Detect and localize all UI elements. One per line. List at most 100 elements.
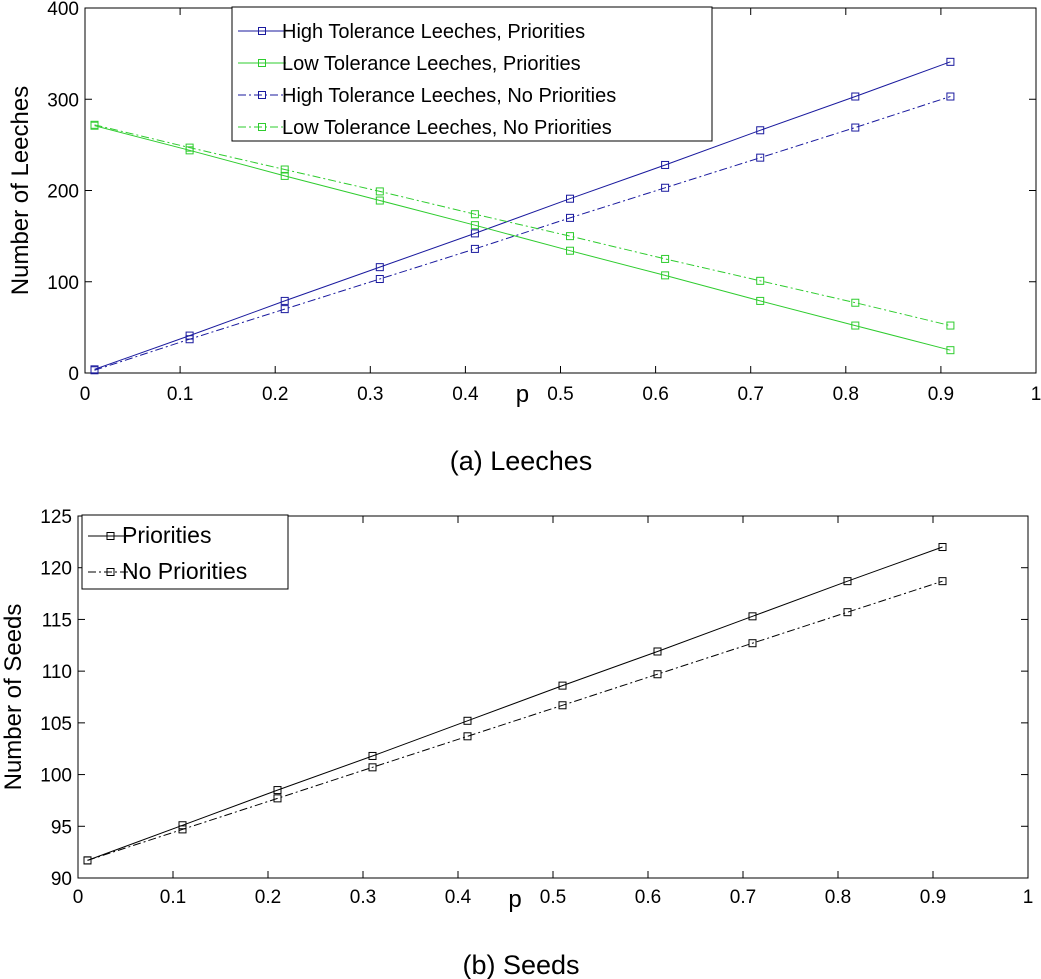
y-tick-label: 105: [40, 714, 72, 735]
x-tick-label: 0.1: [167, 384, 193, 405]
legend-box: [81, 514, 289, 590]
x-tick-label: 0.9: [928, 384, 954, 405]
data-point: [748, 612, 757, 621]
data-point: [566, 232, 575, 241]
y-tick-label: 400: [47, 0, 79, 20]
data-point: [375, 275, 384, 284]
y-tick-label: 95: [51, 817, 72, 838]
x-tick-label: 0.4: [445, 887, 472, 908]
data-point: [661, 183, 670, 192]
x-tick-label: 0.3: [350, 887, 376, 908]
y-tick-label: 100: [47, 273, 79, 294]
data-point: [273, 794, 282, 803]
x-tick-label: 0.5: [547, 384, 573, 405]
data-point: [938, 577, 947, 586]
x-tick-label: 0: [80, 384, 91, 405]
chart-caption: (b) Seeds: [462, 950, 579, 979]
x-tick-label: 0.4: [452, 384, 479, 405]
legend-entry: Low Tolerance Leeches, Priorities: [282, 53, 581, 75]
data-point: [280, 171, 289, 180]
legend-entry: High Tolerance Leeches, Priorities: [282, 21, 585, 43]
x-tick-label: 0.8: [825, 887, 851, 908]
data-point: [375, 263, 384, 272]
data-point: [748, 639, 757, 648]
y-tick-label: 125: [40, 507, 72, 528]
data-point: [375, 187, 384, 196]
series-2: [90, 92, 955, 375]
x-tick-label: 0.3: [357, 384, 383, 405]
legend-marker: [106, 532, 115, 540]
x-tick-label: 0.9: [920, 887, 946, 908]
chart-panel-seeds: 0 0.1 0.2 0.3 0.4 0.5 0.6 0.7 0.8 0.9 1 90 95 100 105 1…: [0, 507, 1033, 979]
series-0: [90, 57, 955, 374]
data-point: [463, 716, 472, 725]
series-1: [90, 121, 955, 355]
data-point: [756, 153, 765, 162]
x-tick-label: 0.6: [642, 384, 668, 405]
data-point: [851, 321, 860, 330]
chart-panel-leeches: 0 0.1 0.2 0.3 0.4 0.5 0.6 0.7 0.8 0.9 1 0 100 200 300 4…: [7, 0, 1041, 476]
legend-marker: [258, 27, 266, 35]
x-tick-label: 0.6: [635, 887, 661, 908]
x-tick-label: 1: [1023, 887, 1034, 908]
data-point: [653, 647, 662, 656]
data-point: [661, 160, 670, 169]
data-point: [368, 751, 377, 760]
y-tick-label: 0: [68, 364, 79, 385]
y-tick-label: 200: [47, 182, 79, 203]
data-point: [756, 296, 765, 305]
x-tick-label: 1: [1031, 384, 1041, 405]
x-tick-label: 0.7: [737, 384, 763, 405]
data-point: [946, 346, 955, 355]
y-tick-label: 90: [51, 869, 72, 890]
data-point: [661, 271, 670, 280]
y-tick-label: 300: [47, 90, 79, 111]
legend: Priorities No Priorities: [81, 514, 289, 590]
y-axis-label: Number of Leeches: [7, 86, 34, 295]
legend: High Tolerance Leeches, Priorities Low To…: [231, 6, 713, 142]
data-point: [843, 608, 852, 617]
x-axis-label: p: [508, 886, 521, 913]
series-0: [83, 543, 947, 865]
data-point: [368, 763, 377, 772]
series-line: [94, 61, 951, 370]
data-point: [90, 366, 99, 375]
data-point: [946, 92, 955, 101]
legend-marker: [106, 568, 115, 576]
data-point: [280, 296, 289, 305]
series-1: [83, 577, 947, 865]
y-tick-label: 115: [42, 610, 72, 631]
data-point: [851, 92, 860, 101]
data-point: [470, 210, 479, 219]
data-point: [566, 194, 575, 203]
data-point: [90, 120, 99, 129]
legend-entry: No Priorities: [122, 558, 247, 584]
series-3: [90, 120, 955, 330]
x-axis-label: p: [516, 381, 529, 408]
legend-box: [231, 6, 713, 142]
legend-entry: Low Tolerance Leeches, No Priorities: [282, 117, 612, 139]
x-tick-label: 0.2: [262, 384, 288, 405]
data-point: [280, 165, 289, 174]
data-point: [756, 126, 765, 135]
series-line: [94, 124, 951, 327]
series-line: [87, 546, 943, 861]
data-point: [566, 213, 575, 222]
y-tick-label: 120: [40, 559, 72, 580]
data-point: [463, 732, 472, 741]
y-axis-label: Number of Seeds: [0, 604, 27, 791]
y-tick-label: 110: [42, 662, 72, 683]
x-tick-label: 0.8: [833, 384, 859, 405]
data-point: [83, 856, 92, 865]
x-tick-label: 0.2: [255, 887, 281, 908]
data-point: [185, 335, 194, 344]
data-point: [83, 856, 92, 865]
legend-entry: High Tolerance Leeches, No Priorities: [282, 85, 616, 107]
data-point: [280, 305, 289, 314]
data-point: [843, 577, 852, 586]
data-point: [653, 670, 662, 679]
data-point: [661, 254, 670, 263]
data-point: [946, 321, 955, 330]
data-point: [375, 196, 384, 205]
